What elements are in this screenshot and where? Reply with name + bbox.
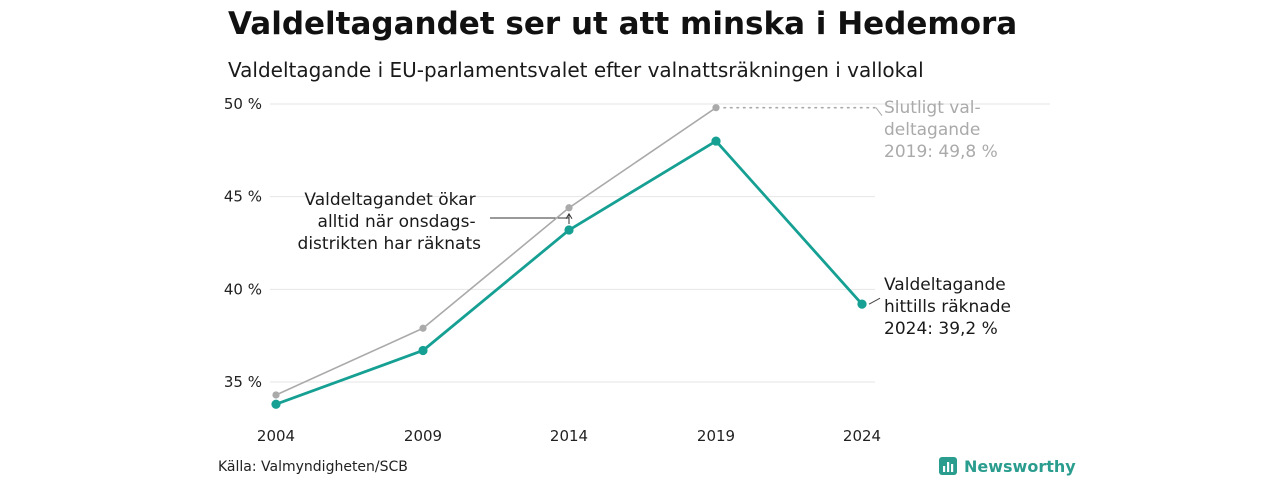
- annotation-counted-2024-line1: Valdeltagande: [884, 275, 1006, 295]
- leader-final-2019-tick: [875, 107, 883, 117]
- data-point-s2-2014: [564, 225, 574, 235]
- annotation-increase-line1: Valdeltagandet ökar: [304, 190, 475, 210]
- source-text: Källa: Valmyndigheten/SCB: [218, 459, 408, 475]
- annotation-increase-line2: alltid när onsdags-: [318, 212, 476, 232]
- x-tick-label-2004: 2004: [257, 427, 295, 445]
- annotation-increase-line3: distrikten har räknats: [298, 234, 482, 254]
- data-points: [271, 104, 867, 409]
- data-point-s1-2009: [419, 324, 427, 332]
- bar-chart-icon: [939, 457, 957, 475]
- y-tick-label-40: 40 %: [224, 280, 262, 298]
- x-tick-label-2019: 2019: [697, 427, 735, 445]
- data-point-s2-2004: [271, 399, 281, 409]
- brand-name: Newsworthy: [964, 456, 1076, 476]
- data-point-s1-2014: [565, 204, 573, 212]
- x-tick-label-2009: 2009: [404, 427, 442, 445]
- x-tick-label-2024: 2024: [843, 427, 881, 445]
- y-axis-ticks: 35 % 40 % 45 % 50 %: [224, 95, 262, 391]
- annotation-counted-2024-line3: 2024: 39,2 %: [884, 319, 998, 339]
- leader-increase-arrowhead: [565, 212, 573, 220]
- x-axis-ticks: 2004 2009 2014 2019 2024: [257, 427, 881, 445]
- y-tick-label-45: 45 %: [224, 188, 262, 206]
- data-point-s2-2024: [857, 299, 867, 309]
- series-line-2: [274, 139, 864, 406]
- y-tick-label-50: 50 %: [224, 95, 262, 113]
- annotation-final-2019-line1: Slutligt val-: [884, 98, 981, 118]
- data-point-s2-2009: [418, 345, 428, 356]
- annotation-final-2019: Slutligt val- deltagande 2019: 49,8 %: [884, 98, 998, 162]
- chart-subtitle: Valdeltagande i EU-parlamentsvalet efter…: [228, 58, 924, 82]
- annotation-counted-2024: Valdeltagande hittills räknade 2024: 39,…: [884, 275, 1016, 339]
- gridlines: [270, 103, 1050, 383]
- data-point-s2-2019: [711, 136, 721, 146]
- data-point-s1-2004: [272, 391, 280, 399]
- y-tick-label-35: 35 %: [224, 373, 262, 391]
- annotation-final-2019-line3: 2019: 49,8 %: [884, 142, 998, 162]
- annotation-increase-note: Valdeltagandet ökar alltid när onsdags- …: [298, 190, 482, 254]
- leader-counted-2024: [868, 297, 881, 305]
- series-lines: [274, 106, 864, 406]
- series-line-1: [275, 106, 717, 396]
- brand-logo: Newsworthy: [938, 456, 1076, 476]
- annotation-final-2019-line2: deltagande: [884, 120, 980, 140]
- data-point-s1-2019: [712, 104, 720, 112]
- annotation-leaders: [490, 106, 883, 305]
- x-tick-label-2014: 2014: [550, 427, 588, 445]
- chart-title: Valdeltagandet ser ut att minska i Hedem…: [228, 6, 1018, 42]
- annotation-counted-2024-line2: hittills räknade: [884, 297, 1011, 317]
